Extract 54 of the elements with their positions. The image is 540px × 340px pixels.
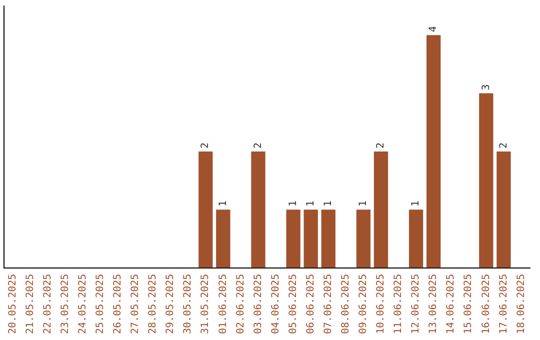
data-label: 2 (252, 142, 264, 148)
data-label: 4 (428, 26, 440, 32)
data-label: 2 (498, 142, 510, 148)
bar (356, 210, 371, 268)
x-tick-label: 16.06.2025 (480, 274, 492, 334)
x-tick-label: 26.05.2025 (112, 274, 124, 334)
bar (198, 151, 213, 268)
bar (251, 151, 266, 268)
data-label: 1 (322, 200, 334, 207)
bar (286, 210, 300, 268)
x-tick-label: 31.05.2025 (200, 274, 212, 334)
x-tick-label: 29.05.2025 (165, 274, 176, 334)
x-tick-label: 18.06.2025 (516, 274, 527, 334)
x-tick-label: 27.05.2025 (130, 274, 142, 334)
x-tick-label: 28.05.2025 (148, 274, 159, 334)
x-tick-label: 03.06.2025 (252, 274, 264, 334)
x-tick-label: 17.06.2025 (498, 274, 510, 334)
data-label: 2 (376, 142, 387, 148)
data-label: 3 (480, 84, 492, 90)
bar (479, 93, 494, 268)
data-label: 1 (410, 200, 422, 207)
data-label: 1 (288, 200, 299, 207)
x-tick-label: 05.06.2025 (288, 274, 299, 334)
x-tick-label: 01.06.2025 (218, 274, 229, 334)
x-tick-label: 14.06.2025 (446, 274, 457, 334)
data-label: 2 (200, 142, 212, 148)
x-tick-label: 25.05.2025 (95, 274, 106, 334)
data-label: 1 (358, 200, 370, 207)
x-tick-label: 23.05.2025 (60, 274, 71, 334)
x-tick-label: 30.05.2025 (182, 274, 194, 334)
x-tick-label: 08.06.2025 (340, 274, 352, 334)
x-tick-label: 22.05.2025 (42, 274, 54, 334)
x-tick-label: 21.05.2025 (24, 274, 36, 334)
x-tick-label: 10.06.2025 (376, 274, 387, 334)
bar (426, 35, 441, 268)
x-tick-label: 07.06.2025 (322, 274, 334, 334)
x-tick-label: 11.06.2025 (393, 274, 404, 334)
x-tick-label: 20.05.2025 (7, 274, 18, 334)
x-tick-label: 06.06.2025 (305, 274, 316, 334)
x-tick-label: 15.06.2025 (463, 274, 474, 334)
data-label: 1 (218, 200, 229, 207)
bar (321, 210, 336, 268)
bar (216, 210, 230, 268)
x-tick-label: 24.05.2025 (77, 274, 88, 334)
bar (408, 210, 424, 268)
data-label: 1 (305, 200, 316, 207)
bar (374, 151, 388, 268)
x-tick-label: 12.06.2025 (410, 274, 422, 334)
x-tick-label: 02.06.2025 (235, 274, 246, 334)
bar (304, 210, 318, 268)
x-tick-label: 09.06.2025 (358, 274, 370, 334)
x-tick-label: 04.06.2025 (270, 274, 282, 334)
x-tick-label: 13.06.2025 (428, 274, 440, 334)
bar (496, 151, 511, 268)
